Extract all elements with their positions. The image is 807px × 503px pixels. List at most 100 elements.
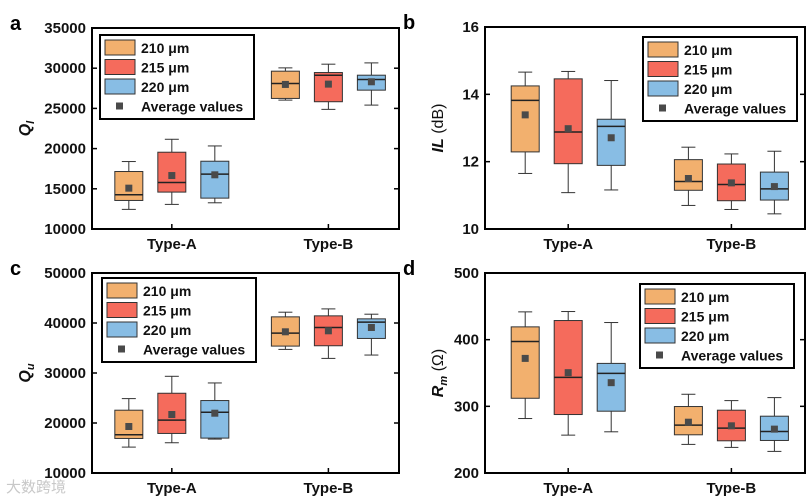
box-iqr xyxy=(200,400,230,439)
plot-frame xyxy=(484,272,806,474)
panel-label: d xyxy=(403,258,415,280)
y-tick-label: 15000 xyxy=(44,181,86,198)
legend-label: 215 μm xyxy=(143,303,191,319)
box-220m-Type-A xyxy=(200,145,230,204)
panel-label: a xyxy=(10,13,22,35)
legend-label: Average values xyxy=(684,101,786,117)
panel-label: c xyxy=(10,258,21,280)
box-iqr xyxy=(270,316,300,347)
mean-marker xyxy=(324,327,332,335)
box-iqr xyxy=(510,326,540,399)
legend-swatch xyxy=(647,61,679,77)
box-210m-Type-B xyxy=(673,393,703,445)
legend: 210 μm 215 μm 220 μm Average values xyxy=(101,277,257,363)
y-tick-label: 400 xyxy=(454,332,479,349)
mean-marker xyxy=(281,328,289,336)
box-iqr xyxy=(596,362,626,412)
legend-label: 220 μm xyxy=(681,328,729,344)
x-tick-label: Type-B xyxy=(304,480,354,497)
legend-label: Average values xyxy=(141,99,243,115)
panel-c: c 10000 20000 30000 40000 50000 Qu Type-A Type-B… xyxy=(10,258,400,497)
x-tick-label: Type-B xyxy=(707,480,757,497)
box-220m-Type-B xyxy=(356,62,386,106)
mean-marker xyxy=(564,125,572,133)
legend-label: Average values xyxy=(681,348,783,364)
x-tick-label: Type-A xyxy=(543,236,593,253)
legend: 210 μm 215 μm 220 μm Average values xyxy=(99,34,255,120)
legend-label: 220 μm xyxy=(141,79,189,95)
legend-swatch xyxy=(104,39,136,56)
y-tick-label: 20000 xyxy=(44,415,86,432)
y-tick-label: 50000 xyxy=(44,265,86,282)
y-axis-label: Ql xyxy=(17,120,37,136)
y-axis-label: Rm (Ω) xyxy=(430,349,450,397)
mean-marker xyxy=(684,175,692,182)
legend-label: 210 μm xyxy=(684,42,732,58)
y-tick-label: 300 xyxy=(454,398,479,415)
mean-marker xyxy=(168,411,176,418)
legend: 210 μm 215 μm 220 μm Average values xyxy=(642,36,798,122)
legend-mean-marker xyxy=(656,351,663,359)
legend-label: 220 μm xyxy=(684,81,732,97)
panel-label: b xyxy=(403,12,415,34)
panel-b: b 10 12 14 16 IL (dB) Type-A Type-B 210 μm 215 μm… xyxy=(403,12,806,253)
box-220m-Type-B xyxy=(759,150,789,215)
box-215m-Type-B xyxy=(313,63,343,110)
box-iqr xyxy=(673,159,703,191)
legend-swatch xyxy=(106,282,138,299)
mean-marker xyxy=(168,172,176,180)
y-axis-label: Qu xyxy=(17,363,37,382)
mean-marker xyxy=(770,183,778,191)
legend-swatch xyxy=(106,321,138,338)
y-tick-label: 500 xyxy=(454,265,479,282)
box-220m-Type-A xyxy=(596,322,626,433)
box-210m-Type-A xyxy=(114,161,144,210)
box-iqr xyxy=(200,160,230,199)
box-210m-Type-A xyxy=(114,398,144,448)
legend-label: 220 μm xyxy=(143,322,191,338)
x-tick-label: Type-A xyxy=(543,480,593,497)
legend-label: 210 μm xyxy=(143,283,191,299)
box-iqr xyxy=(553,320,583,416)
box-220m-Type-B xyxy=(356,313,386,356)
legend-swatch xyxy=(647,41,679,58)
y-tick-label: 30000 xyxy=(44,60,86,77)
box-215m-Type-B xyxy=(716,400,746,448)
legend-label: 210 μm xyxy=(681,289,729,305)
box-215m-Type-A xyxy=(157,138,187,205)
mean-marker xyxy=(607,134,615,142)
legend-label: 210 μm xyxy=(141,40,189,56)
legend-mean-marker xyxy=(118,345,125,353)
box-220m-Type-B xyxy=(759,397,789,452)
mean-marker xyxy=(125,184,133,192)
mean-marker xyxy=(367,78,375,86)
plot-frame xyxy=(91,272,400,474)
mean-marker xyxy=(367,324,375,331)
mean-marker xyxy=(521,111,529,119)
x-tick-label: Type-A xyxy=(147,236,197,253)
legend: 210 μm 215 μm 220 μm Average values xyxy=(639,283,795,369)
y-tick-label: 40000 xyxy=(44,315,86,332)
y-tick-label: 16 xyxy=(462,19,479,36)
watermark-logo: 大数跨境 xyxy=(6,478,66,496)
y-tick-label: 10 xyxy=(462,221,479,238)
legend-label: 215 μm xyxy=(681,309,729,325)
box-215m-Type-B xyxy=(716,153,746,210)
panel-d: d 200 300 400 500 Rm (Ω) Type-A Type-B 210 μm 215… xyxy=(403,258,806,497)
legend-mean-marker xyxy=(659,104,666,112)
y-tick-label: 12 xyxy=(462,154,479,171)
box-220m-Type-A xyxy=(596,80,626,191)
x-tick-label: Type-B xyxy=(304,236,354,253)
y-tick-label: 20000 xyxy=(44,141,86,158)
mean-marker xyxy=(281,80,289,88)
panel-a: a 10000 15000 20000 25000 30000 35000 Ql Type-A T… xyxy=(10,13,400,253)
box-210m-Type-B xyxy=(270,311,300,350)
box-220m-Type-A xyxy=(200,382,230,440)
legend-label: 215 μm xyxy=(684,62,732,78)
mean-marker xyxy=(125,423,133,430)
mean-marker xyxy=(770,425,778,433)
y-tick-label: 25000 xyxy=(44,100,86,117)
mean-marker xyxy=(564,369,572,377)
legend-label: 215 μm xyxy=(141,60,189,76)
